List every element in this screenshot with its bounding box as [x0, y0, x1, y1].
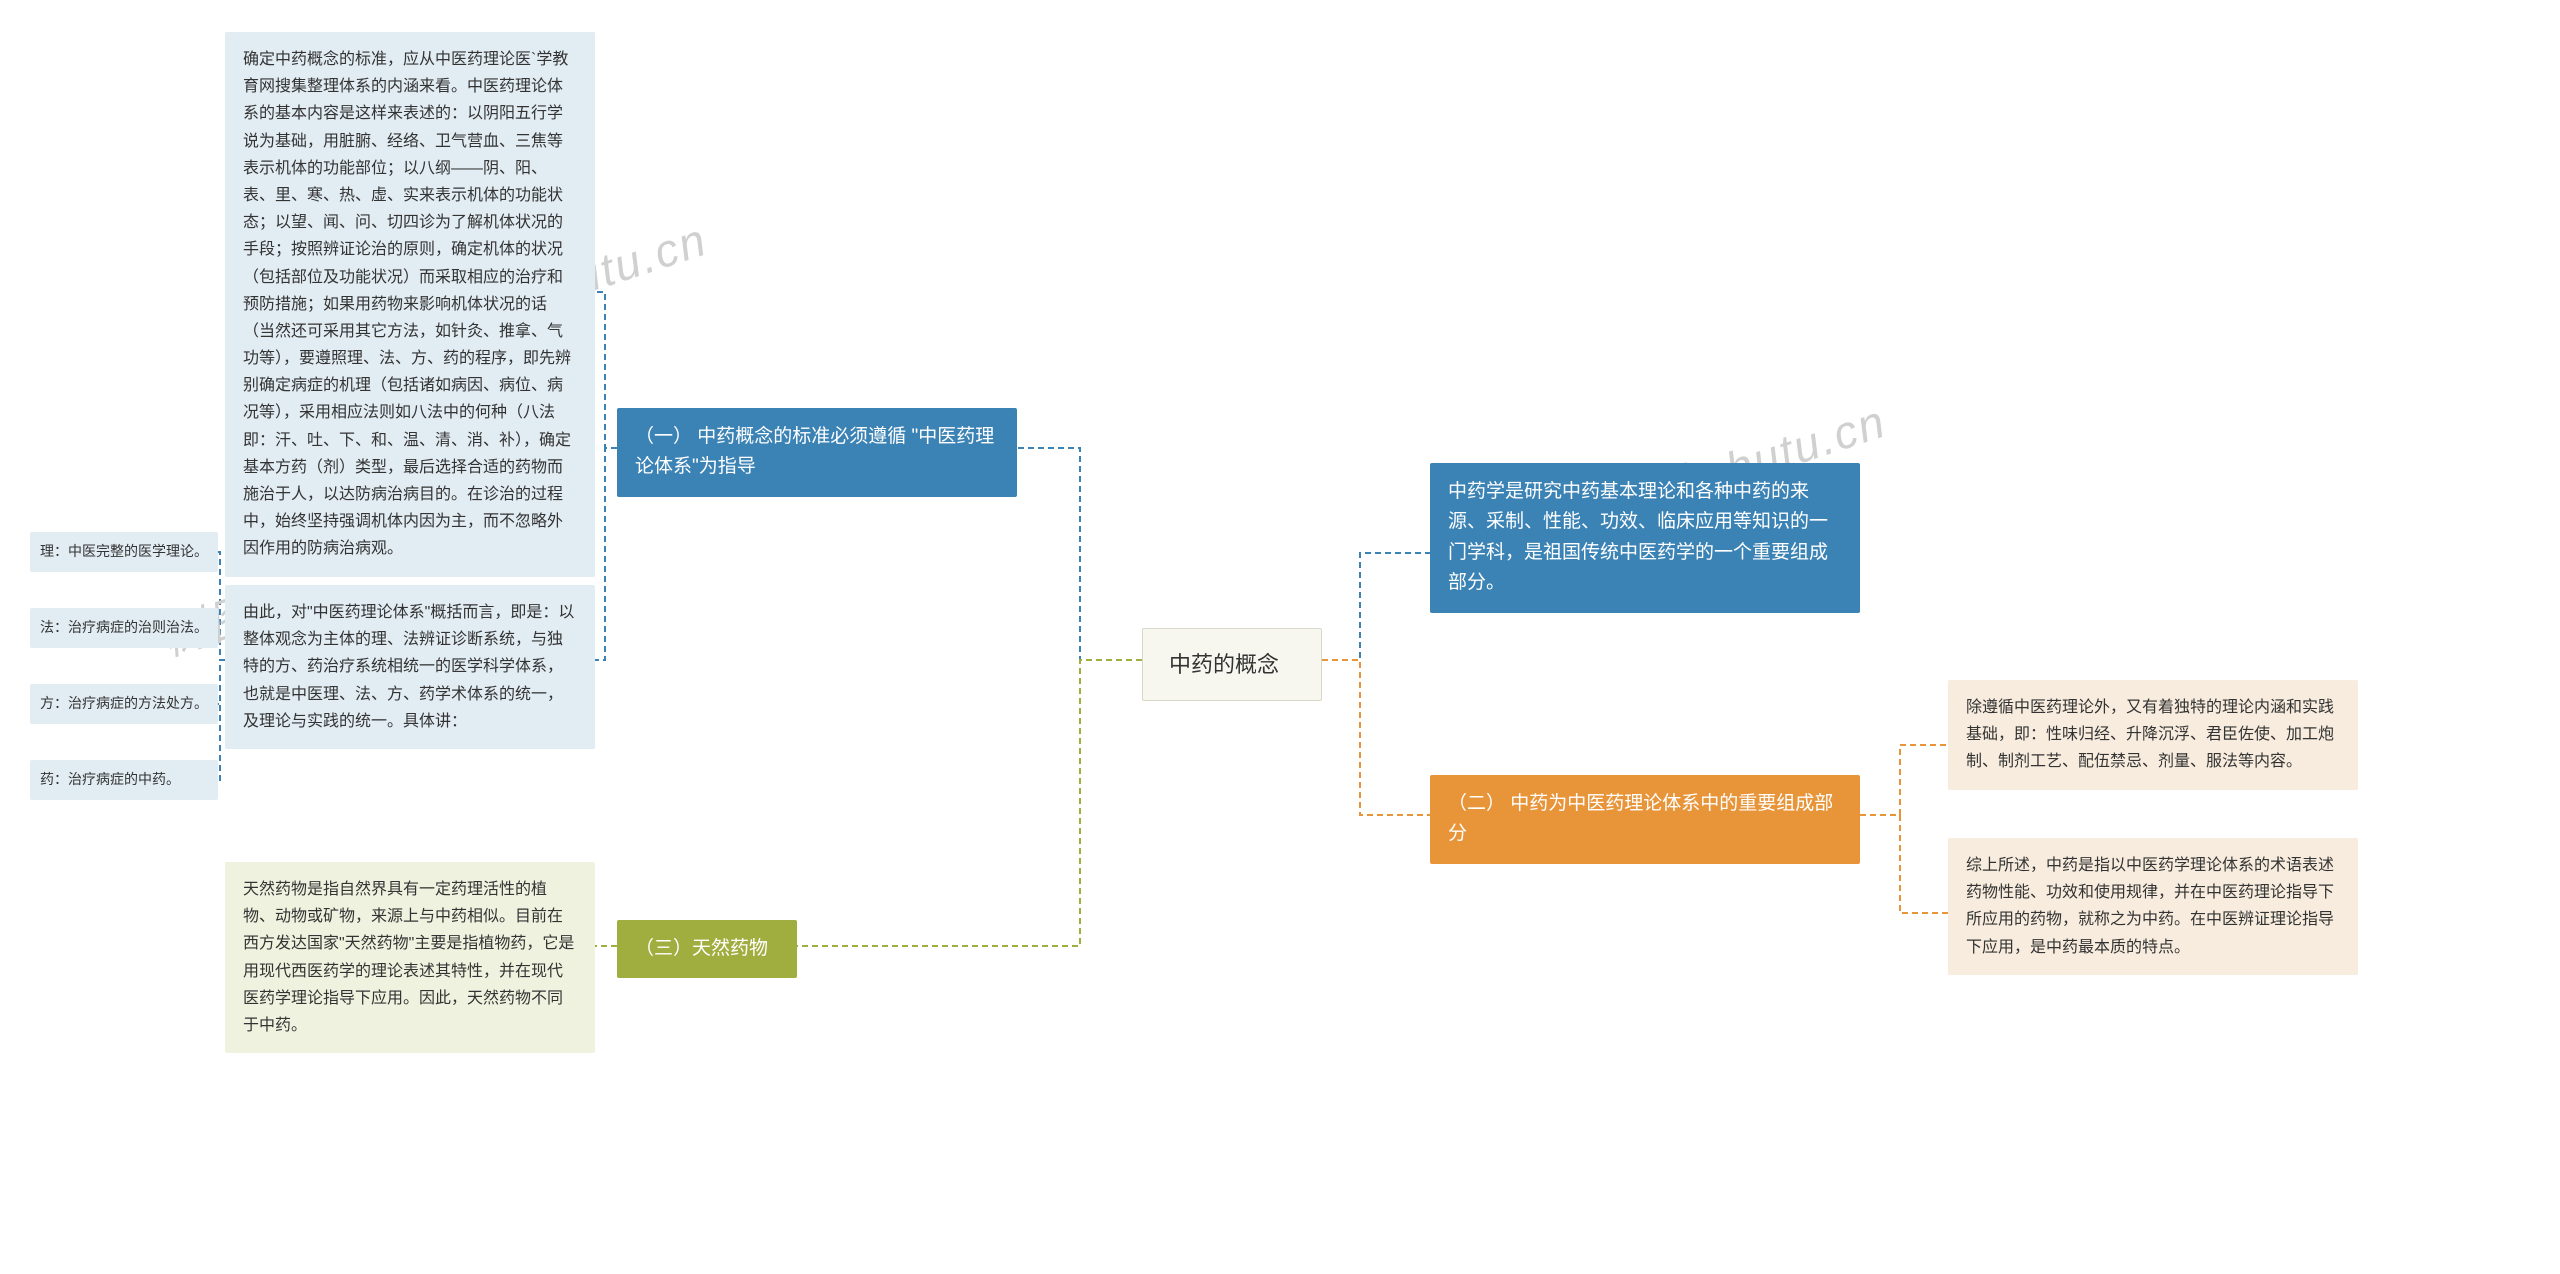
right-intro-node: 中药学是研究中药基本理论和各种中药的来源、采制、性能、功效、临床应用等知识的一门… [1430, 463, 1860, 613]
left-section-1-child-small: 方：治疗病症的方法处方。 [30, 684, 218, 724]
left-section-3-node: （三）天然药物 [617, 920, 797, 978]
left-section-1-child-small: 理：中医完整的医学理论。 [30, 532, 218, 572]
left-section-1-node: （一） 中药概念的标准必须遵循 "中医药理论体系"为指导 [617, 408, 1017, 497]
right-section-2-child: 综上所述，中药是指以中医药学理论体系的术语表述药物性能、功效和使用规律，并在中医… [1948, 838, 2358, 975]
left-section-1-child-large: 由此，对"中医药理论体系"概括而言，即是：以整体观念为主体的理、法辨证诊断系统，… [225, 585, 595, 749]
root-node: 中药的概念 [1142, 628, 1322, 701]
left-section-1-child-small: 药：治疗病症的中药。 [30, 760, 218, 800]
left-section-1-child-large: 确定中药概念的标准，应从中医药理论医`学教育网搜集整理体系的内涵来看。中医药理论… [225, 32, 595, 577]
left-section-3-child: 天然药物是指自然界具有一定药理活性的植物、动物或矿物，来源上与中药相似。目前在西… [225, 862, 595, 1053]
right-section-2-child: 除遵循中医药理论外，又有着独特的理论内涵和实践基础，即：性味归经、升降沉浮、君臣… [1948, 680, 2358, 790]
left-section-1-child-small: 法：治疗病症的治则治法。 [30, 608, 218, 648]
right-section-2-node: （二） 中药为中医药理论体系中的重要组成部分 [1430, 775, 1860, 864]
